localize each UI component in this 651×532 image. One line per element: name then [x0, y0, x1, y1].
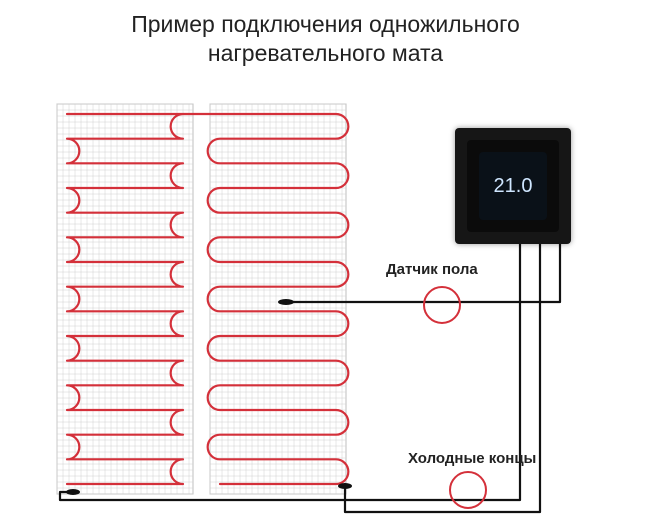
- diagram-svg: [0, 0, 651, 532]
- callout-circle-sensor: [423, 286, 461, 324]
- thermostat-screen: 21.0: [479, 152, 547, 220]
- label-cold-ends: Холодные концы: [408, 450, 536, 467]
- callout-circle-cold: [449, 471, 487, 509]
- label-floor-sensor: Датчик пола: [386, 261, 478, 278]
- thermostat-reading: 21.0: [494, 175, 533, 198]
- thermostat: 21.0: [455, 128, 571, 244]
- diagram-canvas: Пример подключения одножильного нагреват…: [0, 0, 651, 532]
